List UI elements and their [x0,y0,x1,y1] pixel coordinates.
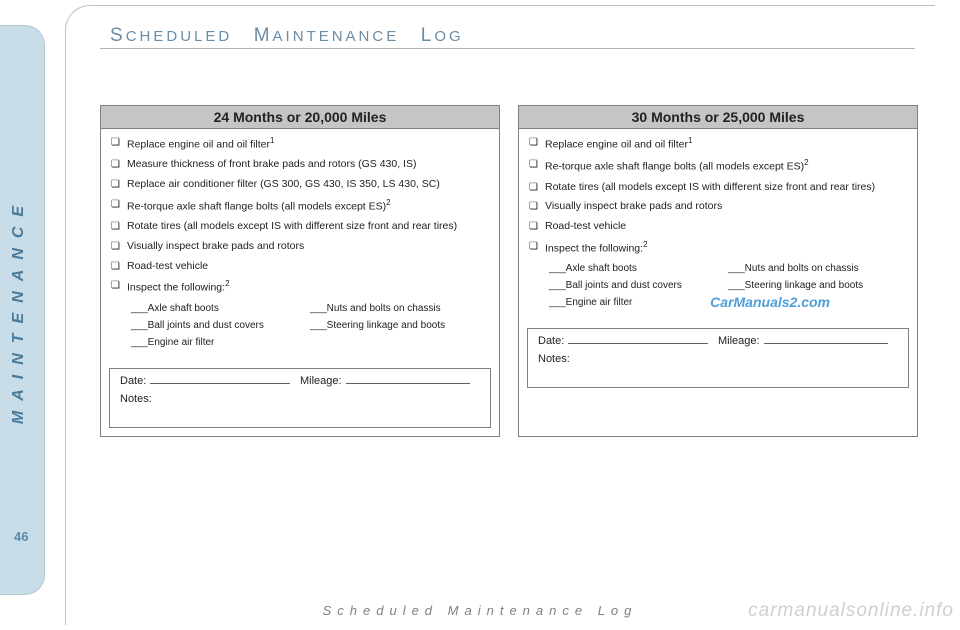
notes-row-date-mileage: Date: Mileage: [120,375,480,387]
sublist-item: ___Axle shaft boots [131,301,310,316]
header-word2: AINTENANCE [273,28,400,45]
card-title: 30 Months or 25,000 Miles [519,106,917,129]
checklist-item-text: Visually inspect brake pads and rotors [127,240,304,252]
mileage-field: Mileage: [718,335,898,347]
page-number: 46 [14,529,28,544]
checklist-item: Replace air conditioner filter (GS 300, … [111,177,489,193]
header-word3-cap: L [421,25,435,46]
card-title: 24 Months or 20,000 Miles [101,106,499,129]
card-body: Replace engine oil and oil filter1 Measur… [101,129,499,362]
footnote-sup: 1 [270,136,274,145]
date-line [150,383,290,384]
header-word1: CHEDULED [126,28,233,45]
sublist-col-left: ___Axle shaft boots ___Ball joints and du… [549,261,728,312]
checklist-item-text: Road-test vehicle [127,260,208,272]
checklist-item-text: Inspect the following: [545,242,643,254]
maintenance-card-30mo: 30 Months or 25,000 Miles Replace engine… [518,105,918,437]
mileage-line [764,343,888,344]
watermark-carmanuals2: CarManuals2.com [710,294,830,310]
checklist-item-text: Re-torque axle shaft flange bolts (all m… [127,200,386,212]
checklist-item: Replace engine oil and oil filter1 [529,135,907,153]
checklist: Replace engine oil and oil filter1 Re-tor… [529,135,907,312]
notes-row-date-mileage: Date: Mileage: [538,335,898,347]
sublist-item: ___Steering linkage and boots [310,318,489,333]
checklist-item: Road-test vehicle [111,259,489,275]
sublist-item: ___Ball joints and dust covers [549,278,728,293]
watermark-carmanualsonline: carmanualsonline.info [748,600,954,622]
footnote-sup: 1 [688,136,692,145]
mileage-line [346,383,470,384]
checklist-item-text: Road-test vehicle [545,220,626,232]
sublist-item: ___Nuts and bolts on chassis [310,301,489,316]
mileage-label: Mileage: [300,375,342,387]
date-line [568,343,708,344]
checklist-item-text: Measure thickness of front brake pads an… [127,158,416,170]
date-label: Date: [538,335,564,347]
checklist-item: Rotate tires (all models except IS with … [111,219,489,235]
footer-text: Scheduled Maintenance Log [323,603,638,618]
checklist-item-text: Replace engine oil and oil filter [127,139,270,151]
checklist: Replace engine oil and oil filter1 Measur… [111,135,489,352]
checklist-item-text: Inspect the following: [127,282,225,294]
footnote-sup: 2 [225,279,229,288]
checklist-item: Re-torque axle shaft flange bolts (all m… [111,197,489,215]
date-label: Date: [120,375,146,387]
notes-box: Date: Mileage: Notes: [109,368,491,428]
checklist-item-text: Rotate tires (all models except IS with … [127,220,457,232]
sublist-col-right: ___Nuts and bolts on chassis ___Steering … [310,301,489,352]
notes-box: Date: Mileage: Notes: [527,328,909,388]
footnote-sup: 2 [386,198,390,207]
checklist-item-text: Replace engine oil and oil filter [545,139,688,151]
header-word1-cap: S [110,25,126,46]
checklist-item: Visually inspect brake pads and rotors [111,239,489,255]
footnote-sup: 2 [804,158,808,167]
checklist-item: Visually inspect brake pads and rotors [529,199,907,215]
side-tab-label: MAINTENANCE [10,196,28,424]
side-tab: MAINTENANCE 46 [0,25,45,595]
checklist-item-text: Re-torque axle shaft flange bolts (all m… [545,161,804,173]
mileage-label: Mileage: [718,335,760,347]
sublist-item: ___Engine air filter [131,335,310,350]
checklist-item: Measure thickness of front brake pads an… [111,157,489,173]
checklist-item: Inspect the following:2 [529,239,907,257]
date-field: Date: [538,335,718,347]
checklist-item-text: Visually inspect brake pads and rotors [545,200,722,212]
header-word2-cap: M [254,25,273,46]
sublist-item: ___Engine air filter [549,295,728,310]
header-rule [100,48,915,49]
cards-container: 24 Months or 20,000 Miles Replace engine… [100,105,920,437]
inspect-sublist: ___Axle shaft boots ___Ball joints and du… [111,301,489,352]
section-header: SCHEDULED MAINTENANCE LOG [110,25,464,47]
sublist-col-left: ___Axle shaft boots ___Ball joints and du… [131,301,310,352]
notes-label: Notes: [538,353,898,365]
date-field: Date: [120,375,300,387]
checklist-item-text: Rotate tires (all models except IS with … [545,181,875,193]
checklist-item: Re-torque axle shaft flange bolts (all m… [529,157,907,175]
notes-label: Notes: [120,393,480,405]
header-word3: OG [434,28,463,45]
checklist-item-text: Replace air conditioner filter (GS 300, … [127,178,440,190]
checklist-item: Replace engine oil and oil filter1 [111,135,489,153]
checklist-item: Inspect the following:2 [111,278,489,296]
mileage-field: Mileage: [300,375,480,387]
checklist-item: Road-test vehicle [529,219,907,235]
sublist-item: ___Axle shaft boots [549,261,728,276]
maintenance-card-24mo: 24 Months or 20,000 Miles Replace engine… [100,105,500,437]
footnote-sup: 2 [643,240,647,249]
sublist-item: ___Steering linkage and boots [728,278,907,293]
sublist-item: ___Ball joints and dust covers [131,318,310,333]
sublist-item: ___Nuts and bolts on chassis [728,261,907,276]
checklist-item: Rotate tires (all models except IS with … [529,180,907,196]
